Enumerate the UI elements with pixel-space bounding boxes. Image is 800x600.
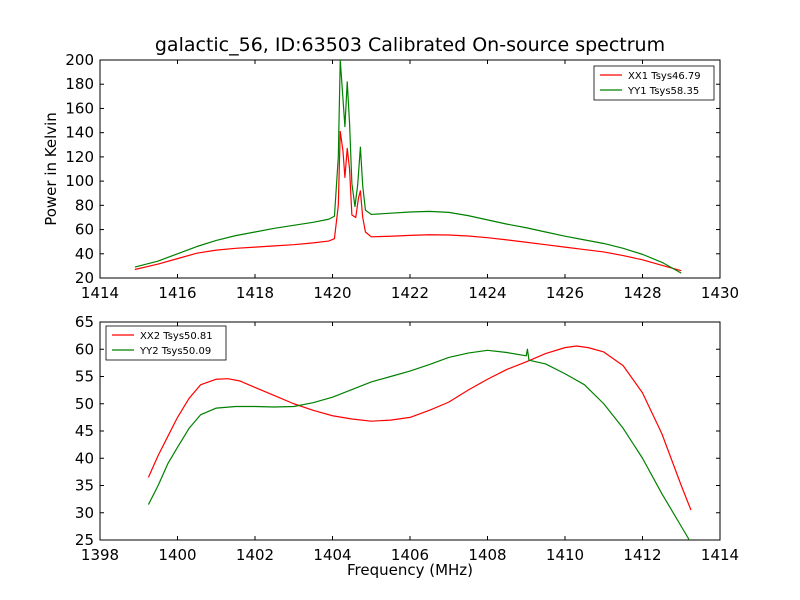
y-tick-label: 60 — [75, 221, 94, 239]
y-axis-label: Power in Kelvin — [42, 112, 60, 226]
x-tick-label: 1416 — [158, 284, 196, 302]
top-spectrum-plot: 1414 1416 1418 1420 1422 1424 1426 1428 1430 20 40… — [65, 51, 739, 302]
x-tick-label: 1424 — [468, 284, 506, 302]
y-tick-label: 25 — [75, 531, 94, 549]
y-tick-label: 45 — [75, 422, 94, 440]
x-tick-label: 1420 — [313, 284, 351, 302]
y-tick-label: 80 — [75, 196, 94, 214]
series-line-2 — [147, 348, 691, 540]
x-tick-label: 1422 — [391, 284, 429, 302]
y-tick-label: 160 — [65, 99, 94, 117]
x-tick-label: 1426 — [546, 284, 584, 302]
x-tick-label: 1418 — [236, 284, 274, 302]
legend-box — [593, 65, 715, 101]
series-line-1 — [147, 345, 692, 511]
x-tick-label: 1404 — [313, 546, 351, 564]
x-tick-label: 1430 — [701, 284, 739, 302]
series-line-2 — [134, 60, 682, 274]
y-tick-label: 30 — [75, 504, 94, 522]
x-tick-label: 1398 — [81, 546, 119, 564]
y-tick-label: 35 — [75, 477, 94, 495]
legend-entry: XX1 Tsys46.79 — [628, 71, 701, 82]
x-tick-label: 1402 — [236, 546, 274, 564]
x-tick-label: 1400 — [158, 546, 196, 564]
x-tick-label: 1428 — [623, 284, 661, 302]
y-tick-label: 120 — [65, 148, 94, 166]
x-tick-label: 1410 — [546, 546, 584, 564]
y-tick-label: 200 — [65, 51, 94, 69]
x-tick-label: 1406 — [391, 546, 429, 564]
y-tick-label: 140 — [65, 124, 94, 142]
y-tick-label: 65 — [75, 313, 94, 331]
x-tick-label: 1414 — [81, 284, 119, 302]
y-tick-label: 20 — [75, 269, 94, 287]
legend-entry: YY1 Tsys58.35 — [627, 86, 699, 97]
chart-title: galactic_56, ID:63503 Calibrated On-sour… — [154, 34, 666, 56]
x-axis-label: Frequency (MHz) — [346, 561, 474, 579]
y-tick-label: 40 — [75, 245, 94, 263]
y-tick-label: 50 — [75, 395, 94, 413]
y-tick-label: 180 — [65, 75, 94, 93]
y-tick-label: 55 — [75, 368, 94, 386]
legend-entry: YY2 Tsys50.09 — [139, 346, 211, 357]
legend-box — [105, 325, 227, 361]
bottom-spectrum-plot: 1398 1400 1402 1404 1406 1408 1410 1412 1414 25 30… — [75, 313, 739, 564]
y-tick-label: 40 — [75, 449, 94, 467]
legend-entry: XX2 Tsys50.81 — [140, 331, 213, 342]
y-tick-label: 60 — [75, 340, 94, 358]
x-tick-label: 1412 — [623, 546, 661, 564]
x-tick-label: 1414 — [701, 546, 739, 564]
series-line-1 — [134, 130, 682, 272]
x-tick-label: 1408 — [468, 546, 506, 564]
y-tick-label: 100 — [65, 172, 94, 190]
